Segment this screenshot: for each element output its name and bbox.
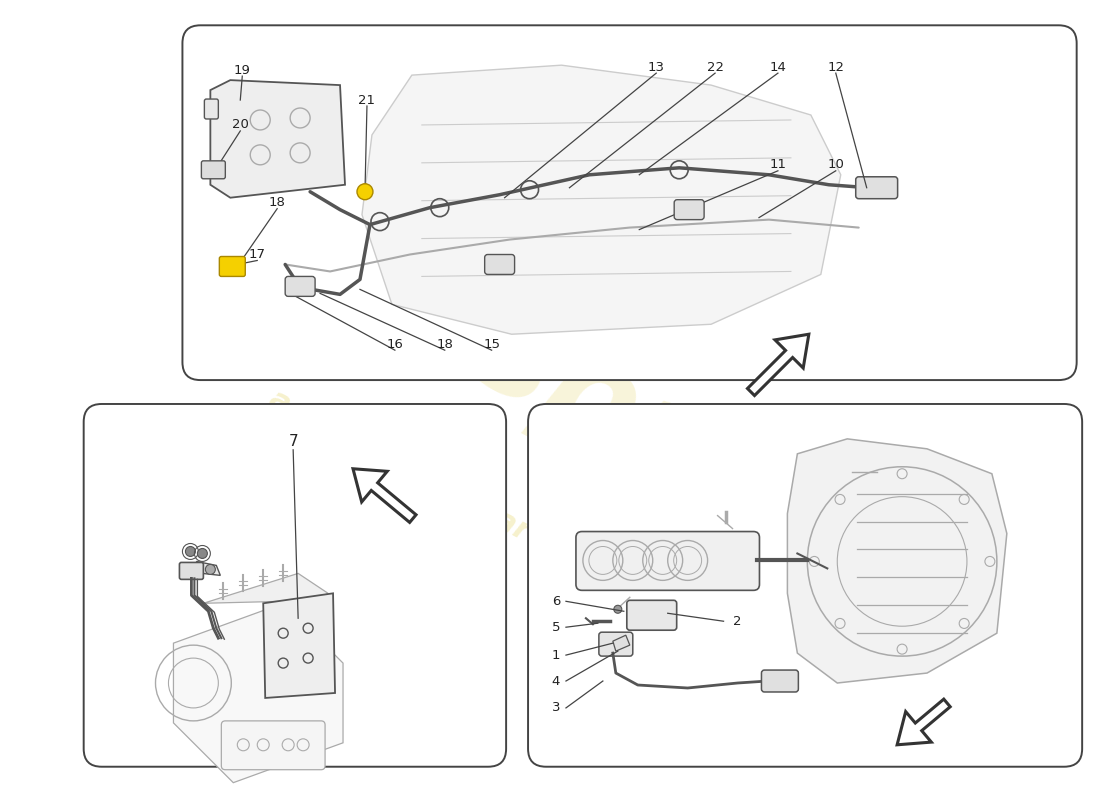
Polygon shape <box>613 635 630 651</box>
Polygon shape <box>210 80 345 198</box>
Polygon shape <box>174 603 343 782</box>
Polygon shape <box>263 594 336 698</box>
Text: 11: 11 <box>769 158 786 171</box>
Circle shape <box>206 565 216 574</box>
Text: 13: 13 <box>648 61 664 74</box>
Polygon shape <box>204 574 328 608</box>
Text: 16: 16 <box>386 338 404 350</box>
Text: 18: 18 <box>268 196 286 209</box>
Circle shape <box>186 546 196 557</box>
Text: 7: 7 <box>288 434 298 450</box>
Text: 18: 18 <box>437 338 453 350</box>
Polygon shape <box>197 562 220 575</box>
FancyBboxPatch shape <box>183 26 1077 380</box>
Text: a passion for parts since 1985: a passion for parts since 1985 <box>264 385 736 654</box>
Polygon shape <box>748 334 808 395</box>
FancyBboxPatch shape <box>219 257 245 277</box>
Text: 12: 12 <box>827 61 845 74</box>
FancyBboxPatch shape <box>84 404 506 766</box>
Circle shape <box>614 606 622 614</box>
Text: eurospares: eurospares <box>164 135 936 625</box>
Text: 14: 14 <box>770 61 786 74</box>
Text: 4: 4 <box>552 674 560 687</box>
FancyBboxPatch shape <box>485 254 515 274</box>
Circle shape <box>358 184 373 200</box>
FancyBboxPatch shape <box>285 277 315 296</box>
Text: 21: 21 <box>359 94 375 106</box>
FancyBboxPatch shape <box>205 99 218 119</box>
FancyBboxPatch shape <box>627 600 676 630</box>
Circle shape <box>197 549 208 558</box>
Text: 19: 19 <box>234 64 251 77</box>
FancyBboxPatch shape <box>761 670 799 692</box>
FancyBboxPatch shape <box>221 721 326 770</box>
Text: 5: 5 <box>552 621 560 634</box>
Text: 3: 3 <box>552 702 560 714</box>
Text: 17: 17 <box>249 248 266 261</box>
Text: 20: 20 <box>232 118 249 131</box>
Text: 15: 15 <box>483 338 500 350</box>
FancyBboxPatch shape <box>528 404 1082 766</box>
Text: 10: 10 <box>827 158 844 171</box>
Polygon shape <box>788 439 1007 683</box>
Polygon shape <box>898 699 950 745</box>
Polygon shape <box>362 65 840 334</box>
Text: 2: 2 <box>734 614 741 628</box>
Text: 6: 6 <box>552 594 560 608</box>
Text: 1: 1 <box>552 649 560 662</box>
FancyBboxPatch shape <box>179 562 204 579</box>
FancyBboxPatch shape <box>674 200 704 220</box>
Polygon shape <box>353 469 416 522</box>
FancyBboxPatch shape <box>201 161 225 178</box>
FancyBboxPatch shape <box>598 632 632 656</box>
Text: 22: 22 <box>706 61 724 74</box>
FancyBboxPatch shape <box>576 531 759 590</box>
FancyBboxPatch shape <box>856 177 898 198</box>
